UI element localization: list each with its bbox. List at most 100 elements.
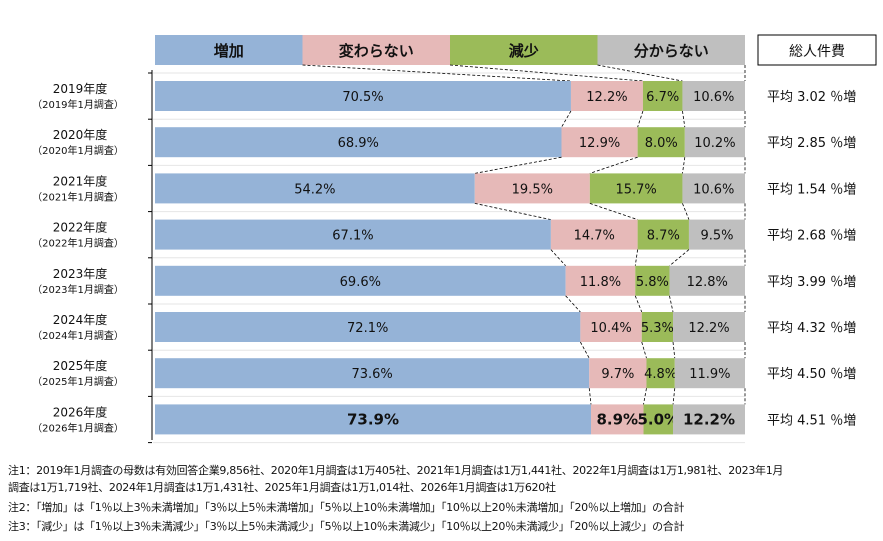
data-label: 10.4% [590, 321, 631, 336]
data-label: 9.7% [601, 367, 634, 382]
side-label: 平均 3.99 ％増 [767, 275, 856, 290]
legend-label: 増加 [214, 42, 244, 60]
data-label: 69.6% [340, 275, 381, 290]
data-label: 15.7% [615, 182, 656, 197]
connector-line [634, 249, 639, 266]
data-label: 8.7% [647, 229, 680, 244]
data-label: 5.3% [641, 321, 674, 336]
bar-segment [673, 312, 745, 342]
data-label: 68.9% [338, 136, 379, 151]
bar-segment [561, 127, 638, 158]
bar-segment [637, 127, 685, 158]
connector-line [634, 295, 643, 313]
data-label: 4.8% [644, 367, 677, 382]
bar-segment [570, 81, 643, 111]
category-survey: （2023年1月調査） [32, 283, 124, 296]
note-1-cont: 調査は1万1,719社、2024年1月調査は1万1,431社、2025年1月調査… [8, 481, 556, 494]
category-year: 2020年度 [53, 127, 108, 142]
bar-segment [688, 219, 745, 250]
category-year: 2025年度 [53, 358, 108, 373]
data-label: 12.2% [683, 410, 735, 428]
data-label: 8.9% [596, 410, 638, 428]
bar-segment [155, 358, 590, 389]
data-label: 12.9% [579, 136, 620, 151]
bar-segment [474, 173, 590, 204]
data-label: 11.9% [689, 367, 730, 382]
bar-segment [674, 358, 745, 389]
category-year: 2026年度 [53, 404, 108, 419]
legend-label: 変わらない [339, 42, 414, 60]
connector-line [589, 156, 638, 174]
data-label: 12.8% [687, 275, 728, 290]
data-label: 54.2% [294, 182, 335, 197]
connector-line [565, 295, 581, 313]
connector-line [597, 64, 683, 82]
connector-line [589, 203, 638, 220]
legend-label: 減少 [509, 42, 539, 60]
side-label: 平均 1.54 ％増 [767, 182, 856, 197]
connector-line [643, 388, 647, 405]
side-label: 平均 4.50 ％増 [767, 367, 856, 382]
bar-segment [646, 358, 675, 389]
bar-segment [565, 265, 636, 296]
data-label: 10.6% [693, 182, 734, 197]
side-label: 平均 4.51 ％増 [767, 413, 856, 428]
data-label: 70.5% [342, 90, 383, 105]
connector-line [550, 249, 566, 267]
data-label: 9.5% [700, 229, 733, 244]
bar-segment [669, 265, 745, 296]
data-label: 12.2% [586, 90, 627, 105]
bar-segment [682, 81, 745, 111]
category-survey: （2022年1月調査） [32, 237, 124, 250]
bar-segment [684, 127, 745, 158]
data-label: 10.6% [693, 90, 734, 105]
side-label: 平均 3.02 ％増 [767, 90, 856, 105]
category-year: 2021年度 [53, 173, 108, 188]
category-year: 2023年度 [53, 266, 108, 281]
connector-line [672, 388, 676, 405]
connector-line [669, 249, 690, 267]
bar-segment [155, 265, 566, 296]
connector-line [561, 110, 572, 128]
side-header: 総人件費 [789, 44, 845, 60]
category-year: 2019年度 [53, 81, 108, 96]
data-label: 8.0% [645, 136, 678, 151]
side-label: 平均 4.32 ％増 [767, 321, 856, 336]
data-label: 67.1% [332, 229, 373, 244]
note-3: 注3：「減少」は「1％以上3％未満減少」「3％以上5％未満減少」「5％以上10％… [8, 520, 685, 533]
data-label: 6.7% [646, 90, 679, 105]
connector-line [641, 341, 647, 359]
connector-line [474, 203, 551, 220]
bar-segment [682, 173, 745, 204]
bar-segment [589, 358, 647, 389]
data-label: 73.6% [351, 367, 392, 382]
bar-segment [635, 265, 670, 296]
bar-segment [580, 312, 642, 342]
category-year: 2022年度 [53, 220, 108, 235]
bar-segment [641, 312, 674, 342]
data-label: 10.2% [694, 136, 735, 151]
category-survey: （2021年1月調査） [32, 190, 124, 203]
side-label: 平均 2.68 ％増 [767, 229, 856, 244]
bar-segment [642, 81, 683, 111]
bar-segment [155, 81, 571, 111]
connector-line [682, 110, 686, 128]
legend-swatch [597, 35, 745, 65]
data-label: 14.7% [574, 229, 615, 244]
connector-line [637, 110, 644, 128]
connector-line [580, 341, 590, 359]
legend-swatch [155, 35, 303, 65]
category-survey: （2024年1月調査） [32, 329, 124, 342]
side-label: 平均 2.85 ％増 [767, 136, 856, 151]
data-label: 72.1% [347, 321, 388, 336]
connector-line [449, 64, 643, 82]
legend-swatch [450, 35, 598, 65]
data-label: 5.0% [637, 410, 679, 428]
data-label: 73.9% [347, 410, 399, 428]
connector-line [672, 341, 676, 359]
connector-line [682, 157, 686, 174]
category-survey: （2019年1月調査） [32, 98, 124, 111]
bar-segment [550, 219, 638, 250]
category-survey: （2020年1月調査） [32, 144, 124, 157]
note-2: 注2：「増加」は「1％以上3％未満増加」「3％以上5％未満増加」「5％以上10％… [8, 501, 685, 514]
